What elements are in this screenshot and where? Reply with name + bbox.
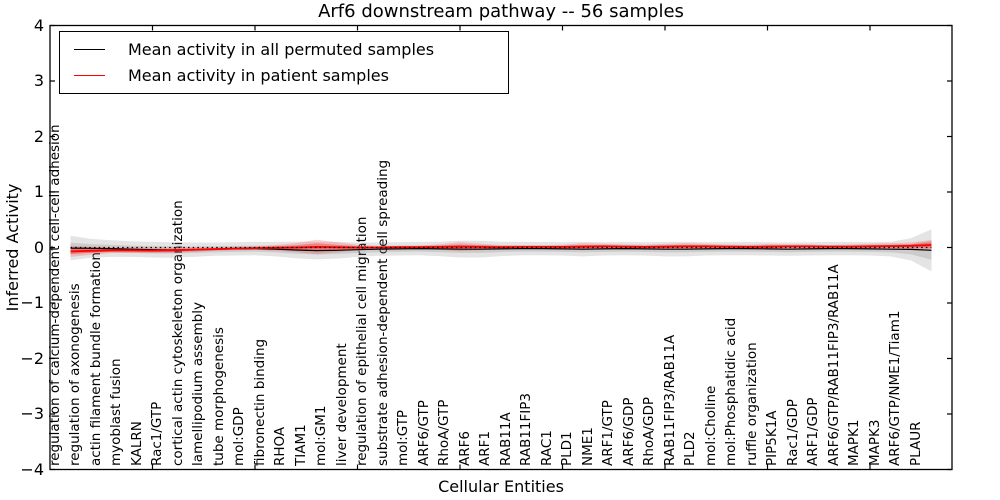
x-tick-label: PLD2: [682, 431, 698, 466]
x-tick-label: substrate adhesion-dependent cell spread…: [374, 159, 391, 466]
x-tick-label: regulation of calcium-dependent cell-cel…: [46, 124, 63, 466]
x-tick-label: RhoA/GTP: [436, 399, 452, 466]
x-tick-label: lamellipodium assembly: [190, 302, 206, 466]
y-tick-label: −4: [20, 459, 44, 479]
x-tick-label: Rac1/GTP: [149, 401, 165, 466]
x-tick-label: mol:Choline: [702, 385, 719, 466]
legend-label-permuted: Mean activity in all permuted samples: [128, 40, 435, 59]
y-tick-label: 4: [33, 15, 44, 35]
x-tick-label: actin filament bundle formation: [87, 252, 104, 466]
x-tick-label: KALRN: [128, 421, 145, 466]
x-tick-label: ARF6/GTP: [415, 400, 432, 466]
x-tick-label: tube morphogenesis: [210, 327, 227, 466]
x-tick-label: ARF1: [477, 431, 493, 466]
x-tick-label: ARF6/GDP: [620, 397, 637, 466]
y-tick-label: 3: [33, 71, 44, 90]
x-tick-label: fibronectin binding: [251, 338, 268, 466]
x-tick-label: RhoA/GDP: [641, 397, 657, 466]
x-tick-label: RAC1: [538, 430, 555, 466]
patient-spread-band-inner: [70, 242, 932, 255]
y-tick-label: −3: [20, 404, 44, 423]
chart-title: Arf6 downstream pathway -- 56 samples: [318, 1, 684, 22]
x-tick-label: PLD1: [559, 431, 575, 466]
x-tick-label: ARF6/GTP/NME1/Tiam1: [887, 310, 903, 466]
x-tick-label: ARF6/GTP/RAB11FIP3/RAB11A: [825, 264, 842, 466]
x-tick-label: mol:GDP: [231, 407, 247, 466]
x-tick-label: ARF1/GDP: [805, 397, 821, 466]
permuted-spread-band-inner: [70, 240, 932, 260]
x-tick-label: cortical actin cytoskeleton organization: [169, 200, 186, 466]
x-tick-label: PIP5K1A: [764, 410, 780, 466]
x-tick-label: mol:GM1: [313, 405, 329, 466]
x-tick-label: MAPK1: [846, 419, 862, 466]
patient-mean-line: [70, 244, 932, 253]
legend-label-patient: Mean activity in patient samples: [128, 66, 389, 85]
permuted-spread-band: [70, 229, 932, 272]
x-tick-label: mol:GTP: [395, 409, 411, 466]
x-tick-label: TIAM1: [292, 424, 309, 466]
x-tick-label: RAB11A: [497, 412, 514, 466]
x-tick-label: ruffle organization: [743, 342, 760, 466]
y-tick-label: 2: [33, 126, 44, 146]
x-tick-label: liver development: [333, 343, 350, 466]
y-tick-label: 1: [33, 182, 44, 201]
patient-spread-band: [70, 239, 932, 257]
x-tick-label: NME1: [579, 427, 596, 466]
legend-item-patient: Mean activity in patient samples: [60, 66, 508, 85]
x-tick-label: RAB11FIP3: [518, 393, 534, 466]
x-tick-label: myoblast fusion: [108, 358, 124, 466]
permuted-mean-line: [70, 247, 932, 252]
x-tick-label: ARF1/GTP: [600, 400, 616, 466]
red-line-sample-icon: [74, 75, 105, 76]
y-tick-label: −2: [20, 348, 44, 368]
x-tick-label: regulation of axonogenesis: [67, 283, 83, 466]
legend-item-permuted: Mean activity in all permuted samples: [60, 40, 508, 59]
x-tick-label: RAB11FIP3/RAB11A: [661, 334, 678, 466]
x-tick-label: PLAUR: [907, 421, 924, 466]
x-tick-label: RHOA: [272, 426, 288, 466]
x-tick-label: regulation of epithelial cell migration: [354, 216, 370, 466]
x-tick-label: MAPK3: [866, 419, 883, 466]
y-tick-label: −1: [20, 293, 44, 312]
legend: Mean activity in all permuted samples Me…: [59, 31, 509, 94]
x-tick-label: ARF6: [456, 431, 473, 466]
x-tick-label: Rac1/GDP: [784, 399, 801, 466]
black-line-sample-icon: [74, 49, 105, 50]
y-tick-label: 0: [33, 237, 44, 257]
x-axis-label: Cellular Entities: [438, 477, 564, 496]
x-tick-label: mol:Phosphatidic acid: [723, 317, 739, 466]
